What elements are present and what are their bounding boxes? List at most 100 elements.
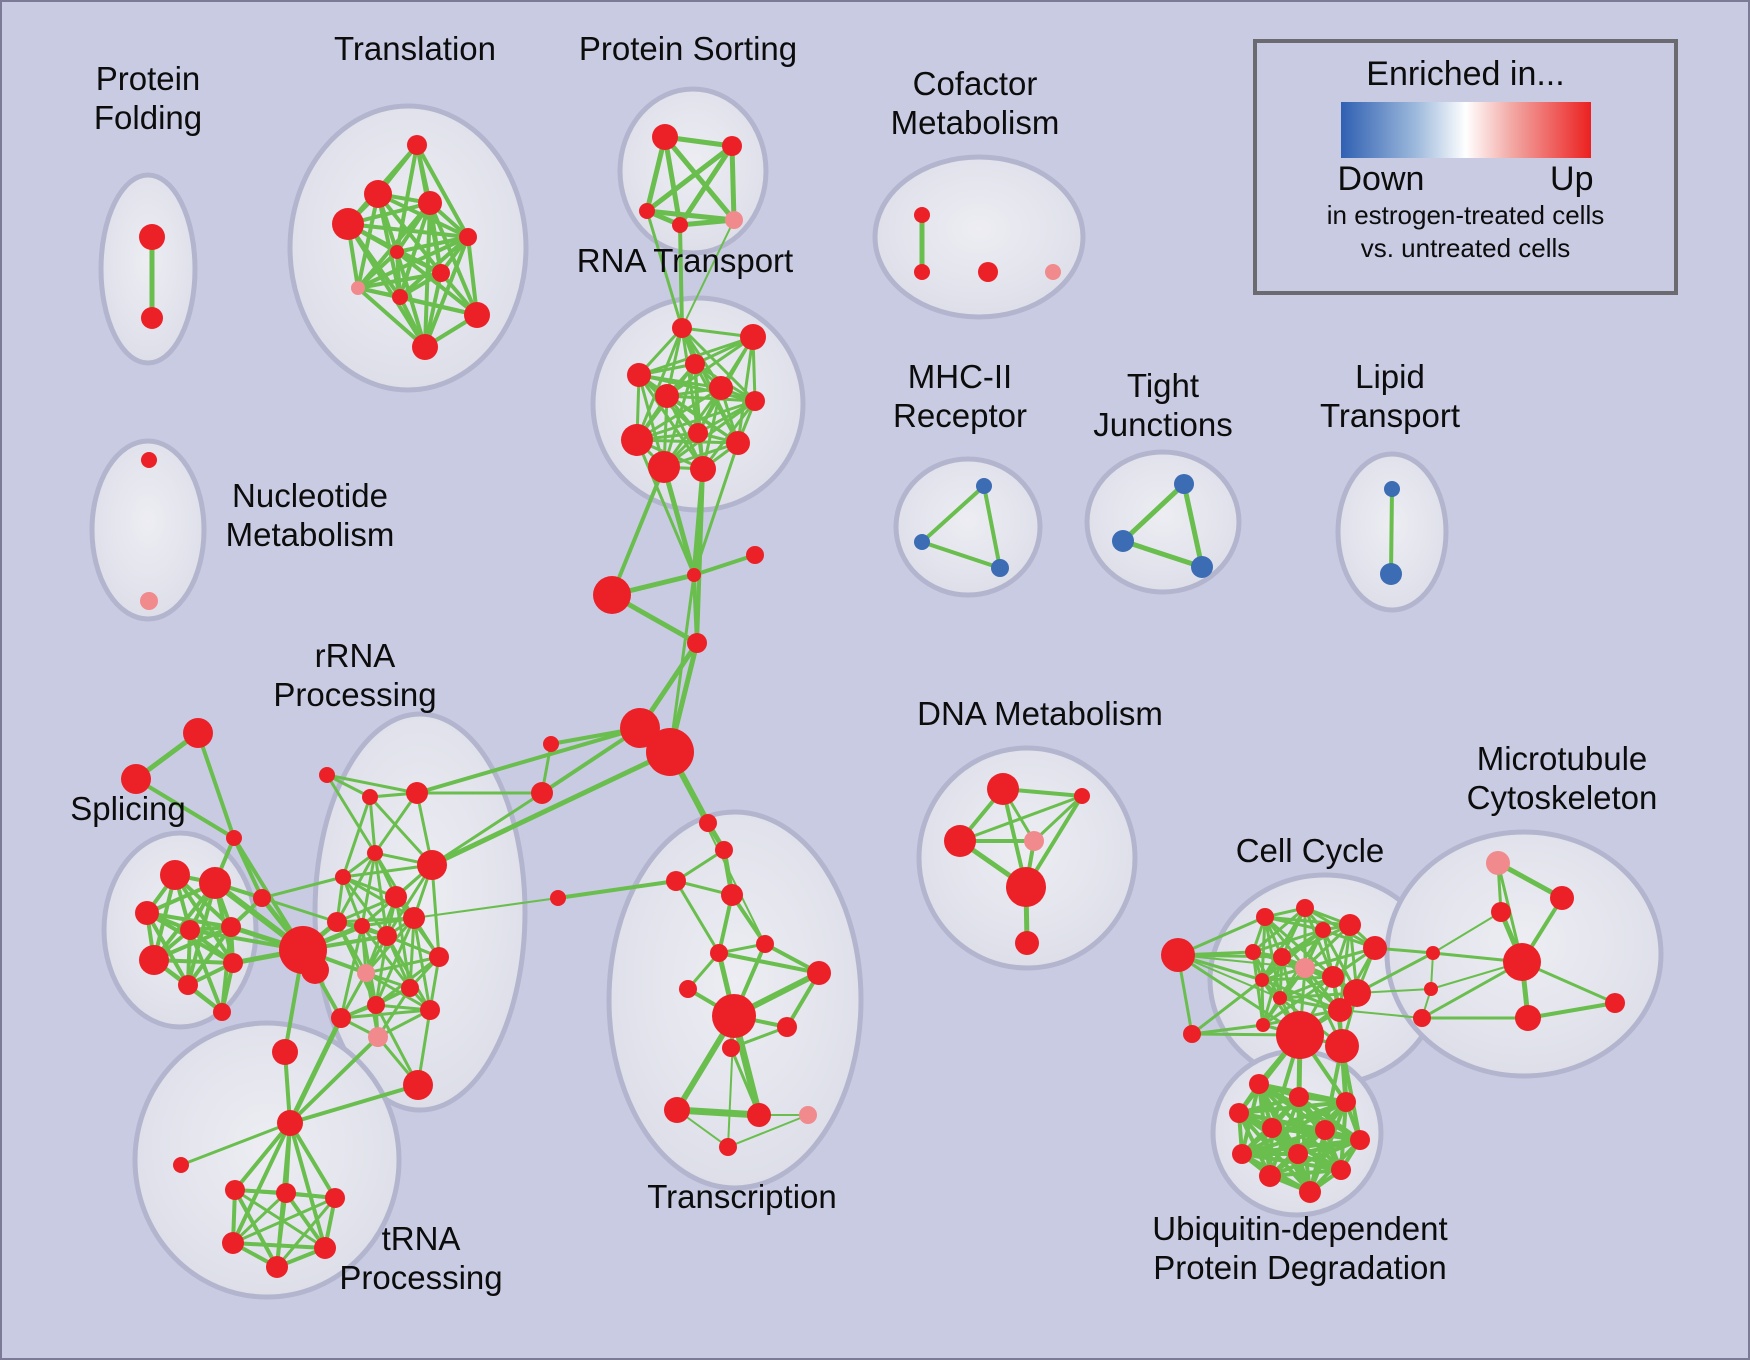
network-edge [288,1035,380,1125]
network-node [690,456,716,482]
network-node [1605,993,1625,1013]
network-node [745,391,765,411]
network-node [1273,991,1287,1005]
network-edge [231,1196,337,1245]
network-node [1322,966,1344,988]
network-edge [196,731,236,840]
network-node [173,1157,189,1173]
legend-subtitle-line2: vs. untreated cells [1360,233,1571,263]
network-edge [1240,1152,1343,1172]
network-node [1384,481,1400,497]
network-node [1174,474,1194,494]
network-edge [415,726,642,795]
cluster-label-dna-metabolism: DNA Metabolism [917,695,1163,732]
network-node [364,180,392,208]
network-edge [701,399,757,471]
network-node [756,935,774,953]
network-node [914,534,930,550]
network-edge [920,484,986,544]
network-node [1229,1103,1249,1123]
network-node [1245,944,1261,960]
network-node [1112,530,1134,552]
network-node [301,956,329,984]
network-node [332,208,364,240]
network-node [1350,1130,1370,1150]
network-edge [233,1121,292,1192]
network-node [367,996,385,1014]
network-edge [1176,953,1284,959]
network-node [222,1232,244,1254]
network-node [1343,979,1371,1007]
network-node [141,452,157,468]
network-node [140,592,158,610]
network-node [648,451,680,483]
network-edge [662,134,683,228]
network-edge [395,235,470,254]
network-node [325,1188,345,1208]
network-edge [341,875,389,938]
network-edge [1355,951,1435,995]
network-node [1006,867,1046,907]
network-node [978,262,998,282]
network-node [719,1138,737,1156]
network-node [368,1027,388,1047]
cluster-ellipse-nucleotide-metabolism [89,438,207,622]
network-edge [695,467,705,645]
network-node [777,1017,797,1037]
network-edge [637,373,705,471]
network-node [1328,998,1352,1022]
network-edge [429,749,673,868]
network-edge [231,1191,288,1245]
network-node [1325,1029,1359,1063]
network-node [672,318,692,338]
network-node [464,302,490,328]
network-node [1256,1018,1270,1032]
network-edge [1280,923,1352,959]
network-node [746,546,764,564]
network-edge [1240,1128,1327,1156]
cluster-label-ubiquitin-degradation: Ubiquitin-dependent Protein Degradation [1152,1210,1447,1286]
network-node [272,1039,298,1065]
legend: Enriched in... Down Up in estrogen-treat… [1253,39,1678,295]
network-edge [356,286,427,349]
network-node [914,207,930,223]
network-node [1183,1025,1201,1043]
network-edge [412,916,432,1012]
network-edge [736,335,755,445]
network-node [418,191,442,215]
network-node [335,869,351,885]
network-node [223,953,243,973]
network-node [1413,1009,1431,1027]
network-edge [610,465,666,597]
network-node [1262,1118,1282,1138]
cluster-label-protein-sorting: Protein Sorting [579,30,797,67]
network-node [459,228,477,246]
network-node [721,884,743,906]
network-node [357,964,375,982]
network-edge [1177,954,1306,969]
network-node [747,1103,771,1127]
network-node [1491,902,1511,922]
network-edge [430,863,441,959]
network-node [1299,1181,1321,1203]
network-node [1363,936,1387,960]
network-edge [325,773,372,799]
network-node [687,633,707,653]
network-node [351,281,365,295]
network-node [1015,931,1039,955]
network-node [139,224,165,250]
network-node [407,135,427,155]
network-edge [1260,928,1325,982]
network-edge [413,897,559,919]
network-node [725,211,743,229]
network-edge [1432,911,1502,954]
network-edge [1260,906,1307,982]
network-node [221,917,241,937]
cluster-label-trna-processing: tRNA Processing [339,1220,502,1296]
network-edge [341,795,372,879]
network-edge [360,851,377,928]
network-node [1296,899,1314,917]
network-edge [729,143,737,223]
network-edge [692,553,757,577]
network-node [620,708,660,748]
